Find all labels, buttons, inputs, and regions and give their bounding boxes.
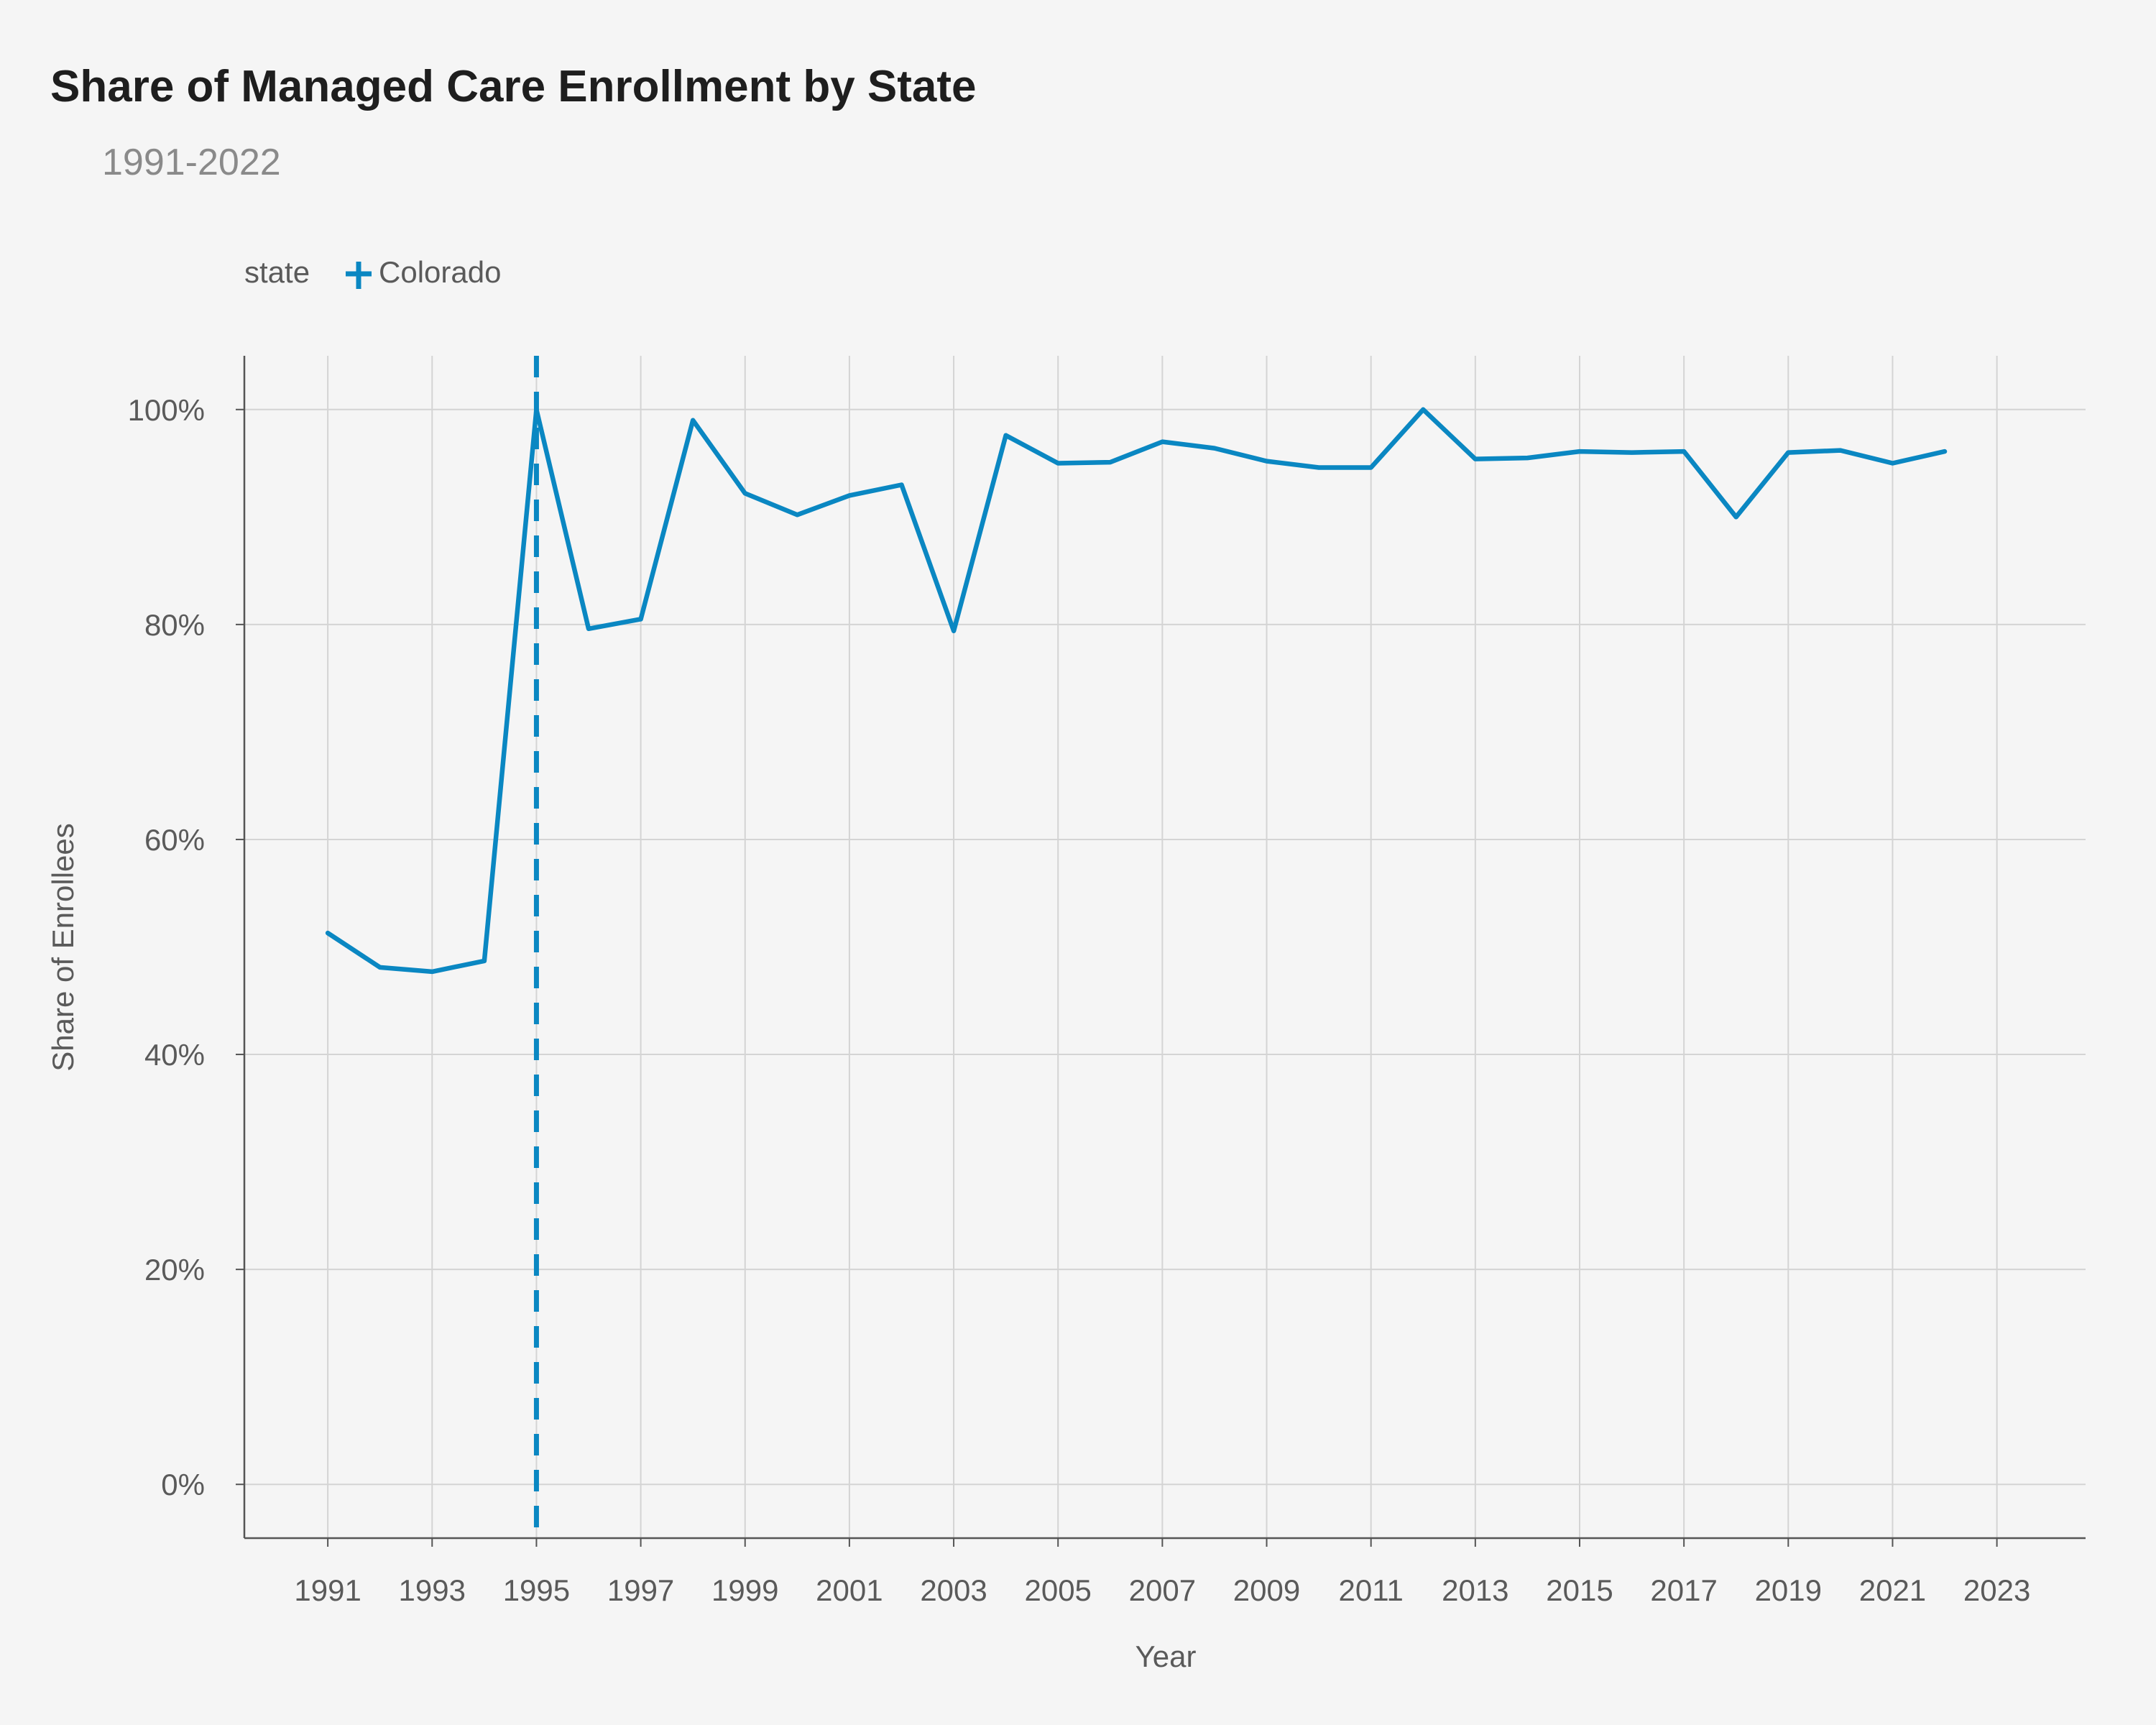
y-tick-label: 80% bbox=[144, 608, 205, 642]
legend-entry-colorado: Colorado bbox=[379, 255, 501, 289]
x-tick-label: 2001 bbox=[816, 1573, 883, 1607]
x-tick-label: 2017 bbox=[1650, 1573, 1717, 1607]
x-tick-label: 2023 bbox=[1963, 1573, 2030, 1607]
legend-title: state bbox=[244, 255, 310, 289]
y-tick-label: 20% bbox=[144, 1253, 205, 1287]
legend: state Colorado bbox=[244, 255, 501, 289]
y-tick-label: 0% bbox=[161, 1468, 205, 1501]
y-tick-label: 100% bbox=[128, 393, 205, 427]
x-tick-label: 2009 bbox=[1233, 1573, 1300, 1607]
y-axis-label: Share of Enrollees bbox=[46, 823, 80, 1072]
x-tick-label: 2021 bbox=[1859, 1573, 1926, 1607]
x-tick-label: 1999 bbox=[711, 1573, 778, 1607]
series-line-colorado bbox=[325, 407, 1948, 975]
y-tick-label: 40% bbox=[144, 1038, 205, 1072]
x-tick-label: 1997 bbox=[607, 1573, 674, 1607]
x-tick-label: 2003 bbox=[920, 1573, 987, 1607]
chart-subtitle: 1991-2022 bbox=[102, 142, 281, 183]
x-tick-label: 2011 bbox=[1339, 1573, 1404, 1607]
y-tick-label: 60% bbox=[144, 823, 205, 857]
x-axis-label: Year bbox=[1135, 1639, 1197, 1673]
y-tick-labels: 0% 20% 40% 60% 80% 100% bbox=[128, 393, 205, 1501]
x-tick-label: 2019 bbox=[1755, 1573, 1822, 1607]
x-tick-label: 2005 bbox=[1024, 1573, 1091, 1607]
x-tick-label: 2015 bbox=[1546, 1573, 1613, 1607]
x-tick-label: 1991 bbox=[294, 1573, 361, 1607]
grid bbox=[244, 356, 2086, 1538]
x-tick-labels: 1991 1993 1995 1997 1999 2001 2003 2005 2007 2009… bbox=[294, 1573, 2030, 1607]
x-tick-label: 1993 bbox=[399, 1573, 466, 1607]
series bbox=[325, 407, 1948, 975]
x-tick-label: 1995 bbox=[503, 1573, 570, 1607]
chart-title: Share of Managed Care Enrollment by Stat… bbox=[50, 62, 977, 111]
axes bbox=[236, 356, 2086, 1547]
x-tick-label: 2013 bbox=[1442, 1573, 1508, 1607]
x-tick-label: 2007 bbox=[1129, 1573, 1196, 1607]
legend-key-colorado bbox=[346, 262, 372, 289]
